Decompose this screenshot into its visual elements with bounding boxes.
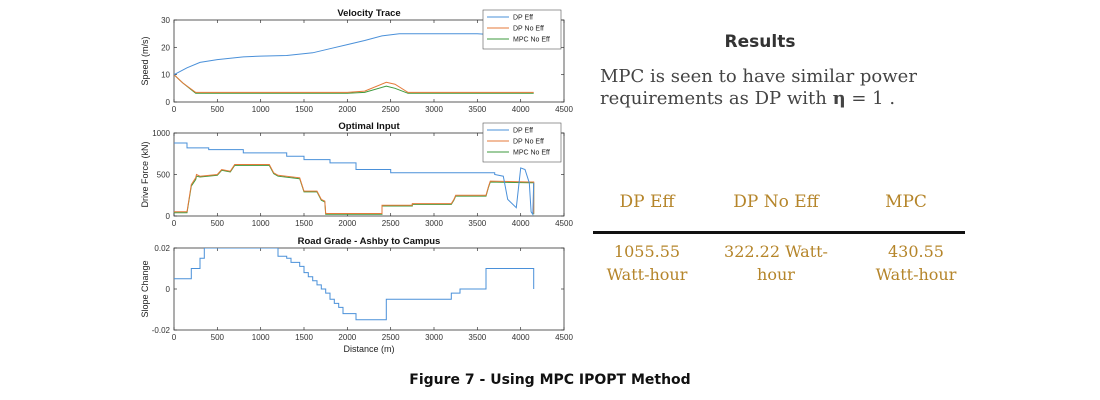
series-line-mpc-no-eff: [174, 74, 534, 94]
y-tick-label: 10: [161, 71, 170, 80]
table-cell-dp-eff-line1: 1055.55: [613, 242, 681, 261]
table-cell-mpc: 430.55 Watt-hour: [862, 240, 970, 286]
results-description: MPC is seen to have similar power requir…: [600, 66, 1020, 110]
x-tick-label: 3500: [468, 105, 486, 114]
y-axis-label: Drive Force (kN): [140, 141, 150, 207]
results-text-line2-suffix: = 1 .: [845, 88, 896, 109]
series-line-dp-no-eff: [174, 74, 534, 93]
table-header-dp-no-eff: DP No Eff: [733, 192, 819, 212]
x-tick-label: 3000: [425, 333, 443, 342]
chart-panel-3: 0 500 1000 1500 2000 2500 3000 3500 4000 4500 -0.0…: [140, 236, 573, 354]
legend-label: MPC No Eff: [513, 37, 550, 44]
results-text-line1: MPC is seen to have similar power: [600, 66, 917, 87]
series-line-dp-eff: [174, 142, 535, 216]
x-tick-label: 4000: [512, 219, 530, 228]
table-cell-mpc-line2: Watt-hour: [875, 265, 957, 284]
legend-label: DP No Eff: [513, 139, 544, 146]
x-tick-label: 0: [172, 333, 177, 342]
results-title: Results: [724, 32, 796, 52]
x-tick-label: 0: [172, 105, 177, 114]
x-tick-label: 2500: [382, 219, 400, 228]
x-tick-label: 2000: [338, 219, 356, 228]
table-cell-mpc-line1: 430.55: [888, 242, 944, 261]
table-header-mpc: MPC: [885, 192, 927, 212]
chart-title: Road Grade - Ashby to Campus: [298, 236, 441, 247]
x-tick-label: 2500: [382, 333, 400, 342]
x-tick-label: 500: [211, 333, 225, 342]
series-line-dp-no-eff: [174, 164, 535, 214]
table-rule: [593, 231, 965, 234]
x-tick-label: 500: [211, 105, 225, 114]
figure-panels: 0 500 1000 1500 2000 2500 3000 3500 4000 45000102…: [140, 8, 573, 354]
x-tick-label: 1000: [252, 105, 270, 114]
chart-panel-1: 0 500 1000 1500 2000 2500 3000 3500 4000 4500 0 10 2…: [140, 8, 573, 114]
y-tick-label: 500: [157, 171, 171, 180]
x-tick-label: 3000: [425, 219, 443, 228]
plot-area: [173, 247, 565, 331]
x-tick-label: 4500: [555, 219, 573, 228]
x-tick-label: 3500: [468, 219, 486, 228]
legend-label: DP No Eff: [513, 26, 544, 33]
table-header-dp-eff: DP Eff: [619, 192, 675, 212]
y-axis-label: Speed (m/s): [140, 36, 150, 85]
y-tick-label: 0: [166, 98, 171, 107]
series-line-grade: [174, 248, 535, 321]
chart-title: Velocity Trace: [337, 8, 400, 19]
figure-caption: Figure 7 - Using MPC IPOPT Method: [409, 372, 691, 388]
legend: DP Eff DP No Eff MPC No Eff: [482, 122, 562, 163]
x-tick-label: 4000: [512, 105, 530, 114]
y-axis-label: Slope Change: [140, 260, 150, 317]
y-tick-label: -0.02: [152, 326, 171, 335]
chart-panel-2: 0 500 1000 1500 2000 2500 3000 3500 4000 4500 0 500…: [140, 121, 573, 228]
table-cell-dp-eff: 1055.55 Watt-hour: [596, 240, 698, 286]
legend-label: DP Eff: [513, 128, 533, 135]
x-tick-label: 4500: [555, 105, 573, 114]
x-tick-label: 1000: [252, 219, 270, 228]
x-tick-label: 500: [211, 219, 225, 228]
legend-label: MPC No Eff: [513, 150, 550, 157]
x-tick-label: 4500: [555, 333, 573, 342]
x-axis-label: Distance (m): [343, 344, 394, 354]
eta-symbol: η: [832, 88, 846, 109]
y-tick-label: 30: [161, 16, 170, 25]
x-tick-label: 2000: [338, 333, 356, 342]
chart-title: Optimal Input: [338, 121, 400, 132]
y-tick-label: 0.02: [154, 244, 170, 253]
table-cell-dp-no-eff-line2: hour: [757, 265, 795, 284]
x-tick-label: 2000: [338, 105, 356, 114]
table-cell-dp-no-eff-line1: 322.22 Watt-: [724, 242, 828, 261]
y-tick-label: 20: [161, 43, 170, 52]
x-tick-label: 1500: [295, 219, 313, 228]
table-cell-dp-no-eff: 322.22 Watt- hour: [712, 240, 840, 286]
x-tick-label: 1500: [295, 105, 313, 114]
y-tick-label: 0: [166, 212, 171, 221]
y-tick-label: 1000: [152, 129, 170, 138]
legend: DP Eff DP No Eff MPC No Eff: [482, 9, 562, 50]
x-tick-label: 1000: [252, 333, 270, 342]
x-tick-label: 0: [172, 219, 177, 228]
x-tick-label: 3500: [468, 333, 486, 342]
y-tick-label: 0: [166, 285, 171, 294]
table-cell-dp-eff-line2: Watt-hour: [606, 265, 688, 284]
x-tick-label: 2500: [382, 105, 400, 114]
x-tick-label: 4000: [512, 333, 530, 342]
results-text-line2-prefix: requirements as DP with: [600, 88, 833, 109]
results-text-line2: requirements as DP with η = 1 .: [600, 88, 1020, 110]
legend-label: DP Eff: [513, 15, 533, 22]
x-tick-label: 3000: [425, 105, 443, 114]
x-tick-label: 1500: [295, 333, 313, 342]
